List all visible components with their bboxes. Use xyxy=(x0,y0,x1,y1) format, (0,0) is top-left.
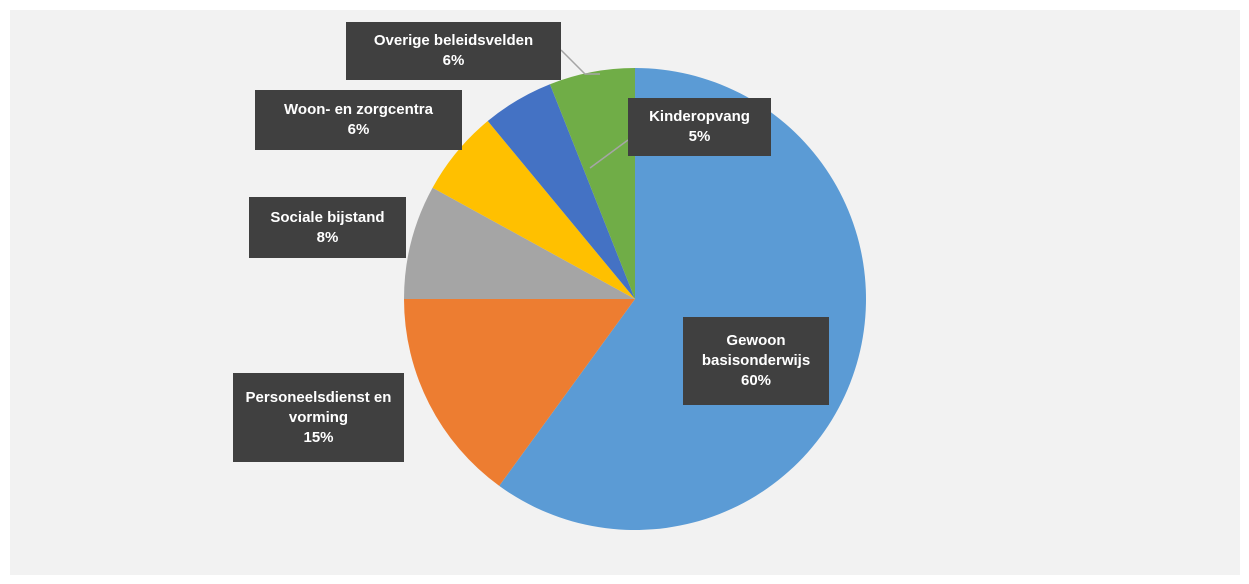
leader-line xyxy=(560,49,600,75)
data-label: Overige beleidsvelden 6% xyxy=(346,22,561,80)
pie-slice xyxy=(404,299,635,486)
category-label: Kinderopvang xyxy=(649,108,750,125)
category-label: Overige beleidsvelden xyxy=(373,32,534,49)
data-label: Woon- en zorgcentra 6% xyxy=(255,90,462,150)
leader-line xyxy=(589,139,629,169)
value-label: 15% xyxy=(303,428,334,446)
pie-slice xyxy=(499,68,866,531)
pie-slice xyxy=(487,84,635,299)
data-label: Personeelsdienst en vorming 15% xyxy=(233,373,404,462)
value-label: 6% xyxy=(442,52,465,69)
data-label: Kinderopvang 5% xyxy=(628,98,771,156)
category-label: Woon- en zorgcentra xyxy=(284,101,433,118)
pie-slice xyxy=(404,187,635,299)
value-label: 60% xyxy=(740,372,772,389)
pie-slice xyxy=(432,121,635,299)
category-label: Personeelsdienst en vorming xyxy=(245,388,392,426)
data-label: Gewoon basisonderwijs 60% xyxy=(683,317,829,405)
data-label: Sociale bijstand 8% xyxy=(249,197,406,258)
value-label: 5% xyxy=(688,128,711,145)
category-label: Sociale bijstand xyxy=(270,208,385,226)
value-label: 8% xyxy=(316,228,339,246)
pie-slice xyxy=(549,68,635,299)
category-label: Gewoon basisonderwijs xyxy=(701,332,811,369)
value-label: 6% xyxy=(347,121,370,138)
